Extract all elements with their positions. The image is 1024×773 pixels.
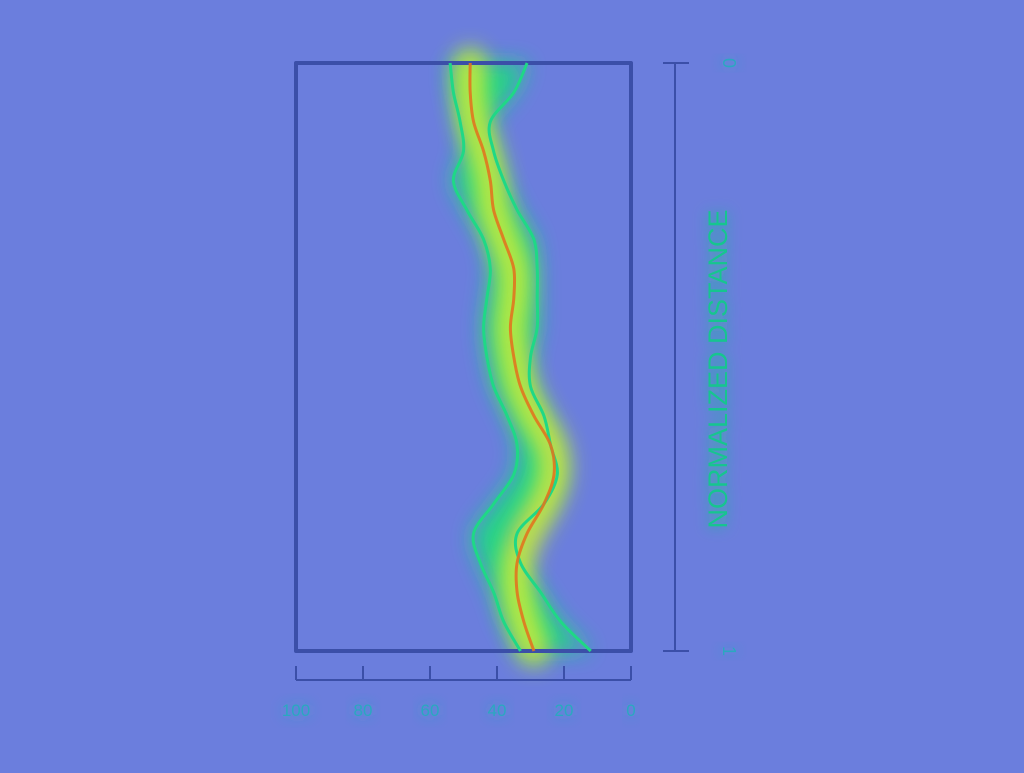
- data-lines: [448, 62, 592, 653]
- x-tick-label: 0: [626, 701, 635, 720]
- center-line: [468, 62, 556, 652]
- x-axis: 100 80 60 40 20 0: [282, 666, 636, 720]
- x-tick-label: 100: [282, 701, 310, 720]
- x-tick-label: 20: [555, 701, 574, 720]
- y-tick-label: 1: [719, 646, 739, 656]
- y-axis: 0 1 NORMALIZED DISTANCE: [663, 58, 739, 656]
- x-tick-label: 60: [421, 701, 440, 720]
- x-tick-label: 80: [354, 701, 373, 720]
- band-right-line: [487, 62, 592, 653]
- x-tick-label: 40: [488, 701, 507, 720]
- band-left-line: [448, 62, 522, 652]
- y-tick-label: 0: [719, 58, 739, 68]
- y-axis-title: NORMALIZED DISTANCE: [703, 209, 733, 528]
- plot-frame: [294, 61, 633, 653]
